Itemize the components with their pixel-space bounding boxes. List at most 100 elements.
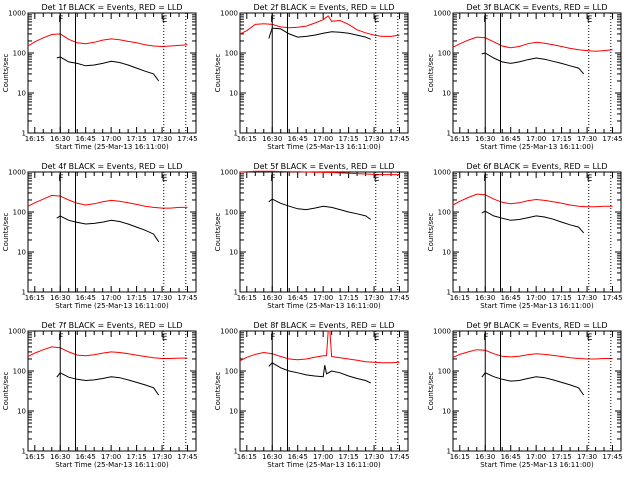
series-line-lld xyxy=(452,36,613,52)
x-tick-label: 17:00 xyxy=(313,453,333,461)
series-line-lld xyxy=(239,15,400,37)
x-tick-label: 17:15 xyxy=(552,453,572,461)
time-marker-label: E xyxy=(587,15,593,25)
y-tick-label: 1000 xyxy=(8,169,26,177)
series-line-events xyxy=(56,56,160,82)
time-marker-label: F xyxy=(270,333,275,343)
x-tick-label: 16:15 xyxy=(25,453,45,461)
x-tick-label: 17:15 xyxy=(127,453,147,461)
x-tick-label: 17:45 xyxy=(602,135,622,143)
x-axis-label: Start Time (25-Mar-13 16:11:00) xyxy=(480,302,594,310)
x-tick-label: 17:30 xyxy=(577,294,597,302)
time-marker-label: F xyxy=(483,333,488,343)
y-tick-label: 10 xyxy=(229,249,238,257)
x-tick-label: 16:30 xyxy=(262,294,282,302)
y-tick-label: 1000 xyxy=(220,10,238,18)
x-tick-label: 17:45 xyxy=(602,453,622,461)
panel-1: Det 1f BLACK = Events, RED = LLD 1 10 100 10… xyxy=(2,3,198,151)
x-tick-label: 17:30 xyxy=(577,453,597,461)
panel-title: Det 5f BLACK = Events, RED = LLD xyxy=(253,162,394,171)
x-axis-label: Start Time (25-Mar-13 16:11:00) xyxy=(55,461,169,469)
y-tick-label: 1 xyxy=(234,130,238,138)
y-tick-label: 1 xyxy=(22,130,26,138)
series-line-events xyxy=(268,27,371,40)
x-tick-label: 17:15 xyxy=(127,135,147,143)
y-tick-label: 1000 xyxy=(8,10,26,18)
y-tick-label: 1000 xyxy=(8,328,26,336)
x-tick-label: 17:00 xyxy=(101,294,121,302)
x-tick-label: 17:45 xyxy=(389,294,409,302)
panel-title: Det 2f BLACK = Events, RED = LLD xyxy=(253,3,394,12)
panel-title: Det 4f BLACK = Events, RED = LLD xyxy=(41,162,182,171)
y-tick-label: 10 xyxy=(229,408,238,416)
time-marker-label: F xyxy=(58,174,63,184)
plot-frame xyxy=(27,330,197,452)
time-marker-label: F xyxy=(58,15,63,25)
x-tick-label: 17:00 xyxy=(526,135,546,143)
x-tick-label: 17:00 xyxy=(526,294,546,302)
y-tick-label: 100 xyxy=(438,368,451,376)
panel-5: Det 5f BLACK = Events, RED = LLD 1 10 100 10… xyxy=(214,162,410,310)
time-marker-label: E xyxy=(162,174,168,184)
x-tick-label: 17:15 xyxy=(339,294,359,302)
y-tick-label: 100 xyxy=(13,368,26,376)
y-tick-label: 10 xyxy=(17,408,26,416)
x-tick-label: 17:15 xyxy=(127,294,147,302)
panel-2: Det 2f BLACK = Events, RED = LLD 1 10 100 10… xyxy=(214,3,410,151)
y-axis-label: Counts/sec xyxy=(2,372,10,411)
x-tick-label: 17:45 xyxy=(602,294,622,302)
panel-title: Det 6f BLACK = Events, RED = LLD xyxy=(466,162,607,171)
panel-title: Det 8f BLACK = Events, RED = LLD xyxy=(253,321,394,330)
panel-7: Det 7f BLACK = Events, RED = LLD 1 10 100 10… xyxy=(2,321,198,469)
x-tick-label: 16:30 xyxy=(262,135,282,143)
panel-9: Det 9f BLACK = Events, RED = LLD 1 10 100 10… xyxy=(427,321,623,469)
x-tick-label: 17:00 xyxy=(101,135,121,143)
time-marker-label: F xyxy=(270,15,275,25)
x-tick-label: 17:00 xyxy=(313,135,333,143)
panel-title: Det 7f BLACK = Events, RED = LLD xyxy=(41,321,182,330)
panel-3: Det 3f BLACK = Events, RED = LLD 1 10 100 10… xyxy=(427,3,623,151)
time-marker-label: F xyxy=(58,333,63,343)
y-tick-label: 1 xyxy=(447,130,451,138)
x-tick-label: 16:15 xyxy=(237,453,257,461)
x-tick-label: 16:45 xyxy=(288,294,308,302)
x-tick-label: 17:15 xyxy=(552,135,572,143)
x-tick-label: 17:45 xyxy=(389,135,409,143)
y-tick-label: 1000 xyxy=(433,10,451,18)
y-tick-label: 100 xyxy=(225,368,238,376)
x-axis-label: Start Time (25-Mar-13 16:11:00) xyxy=(480,143,594,151)
series-line-events xyxy=(481,210,585,234)
x-tick-label: 17:15 xyxy=(339,135,359,143)
x-tick-label: 17:00 xyxy=(101,453,121,461)
time-marker-label: E xyxy=(374,174,380,184)
x-tick-label: 17:00 xyxy=(526,453,546,461)
series-line-events xyxy=(56,215,160,243)
y-tick-label: 100 xyxy=(438,50,451,58)
plot-frame xyxy=(239,12,409,134)
panel-title: Det 1f BLACK = Events, RED = LLD xyxy=(41,3,182,12)
y-tick-label: 1 xyxy=(447,448,451,456)
y-tick-label: 10 xyxy=(17,249,26,257)
plot-frame xyxy=(27,12,197,134)
x-tick-label: 16:15 xyxy=(237,294,257,302)
y-tick-label: 10 xyxy=(229,90,238,98)
y-tick-label: 100 xyxy=(13,50,26,58)
plot-frame xyxy=(239,171,409,293)
y-tick-label: 1 xyxy=(447,289,451,297)
x-tick-label: 16:45 xyxy=(501,453,521,461)
x-tick-label: 17:30 xyxy=(152,453,172,461)
x-tick-label: 17:15 xyxy=(339,453,359,461)
y-tick-label: 10 xyxy=(442,249,451,257)
y-axis-label: Counts/sec xyxy=(214,372,222,411)
series-line-lld xyxy=(27,33,188,48)
panel-6: Det 6f BLACK = Events, RED = LLD 1 10 100 10… xyxy=(427,162,623,310)
y-tick-label: 10 xyxy=(442,408,451,416)
plot-frame xyxy=(452,171,622,293)
series-line-events xyxy=(481,372,585,396)
series-line-lld xyxy=(239,170,400,176)
y-tick-label: 1 xyxy=(234,448,238,456)
x-tick-label: 16:30 xyxy=(50,135,70,143)
series-line-events xyxy=(56,372,160,396)
time-marker-label: E xyxy=(162,15,168,25)
